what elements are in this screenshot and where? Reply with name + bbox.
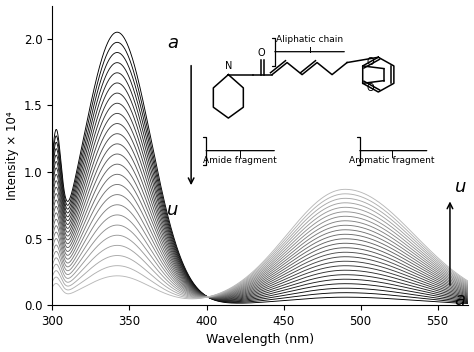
Text: O: O bbox=[367, 57, 374, 67]
Text: u: u bbox=[167, 201, 178, 219]
Text: a: a bbox=[455, 290, 465, 308]
Text: Aliphatic chain: Aliphatic chain bbox=[276, 35, 343, 44]
Text: O: O bbox=[257, 48, 264, 58]
Text: u: u bbox=[455, 178, 466, 196]
Text: Aromatic fragment: Aromatic fragment bbox=[349, 156, 435, 165]
Text: O: O bbox=[367, 83, 374, 93]
Text: a: a bbox=[167, 34, 178, 52]
X-axis label: Wavelength (nm): Wavelength (nm) bbox=[206, 333, 315, 346]
Text: N: N bbox=[225, 61, 232, 71]
Text: Amide fragment: Amide fragment bbox=[203, 156, 276, 165]
Y-axis label: Intensity × 10⁴: Intensity × 10⁴ bbox=[6, 111, 18, 200]
